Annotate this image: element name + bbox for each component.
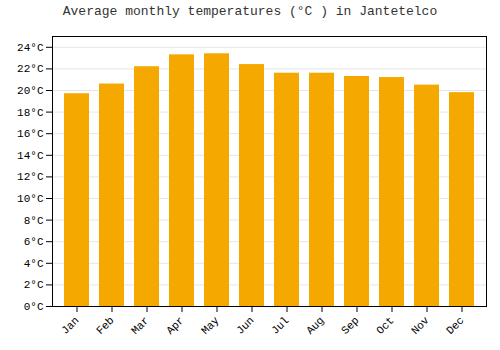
html-text:Average monthly temperatures (: Average monthly temperatures (°C ) in Ja… [62,4,438,19]
svg-text:12°C: 12°C [17,171,44,183]
svg-text:6°C: 6°C [24,236,44,248]
svg-text:22°C: 22°C [17,63,44,75]
svg-text:Jul: Jul [269,314,291,336]
svg-text:May: May [199,314,222,337]
svg-text:Oct: Oct [374,314,396,336]
svg-text:14°C: 14°C [17,150,44,162]
svg-text:20°C: 20°C [17,85,44,97]
svg-text:Sep: Sep [339,314,361,336]
svg-text:Nov: Nov [409,314,432,337]
svg-text:16°C: 16°C [17,128,44,140]
svg-text:24°C: 24°C [17,42,44,54]
svg-text:8°C: 8°C [24,215,44,227]
svg-text:Feb: Feb [94,314,116,336]
svg-text:10°C: 10°C [17,193,44,205]
svg-text:4°C: 4°C [24,258,44,270]
svg-text:Mar: Mar [129,314,151,336]
svg-text:0°C: 0°C [24,301,44,313]
svg-text:Jan: Jan [59,314,81,336]
svg-text:18°C: 18°C [17,107,44,119]
svg-text:Jun: Jun [234,314,256,336]
svg-text:Aug: Aug [304,314,326,336]
svg-text:Dec: Dec [444,314,466,336]
svg-text:Apr: Apr [164,314,186,336]
svg-text:2°C: 2°C [24,279,44,291]
